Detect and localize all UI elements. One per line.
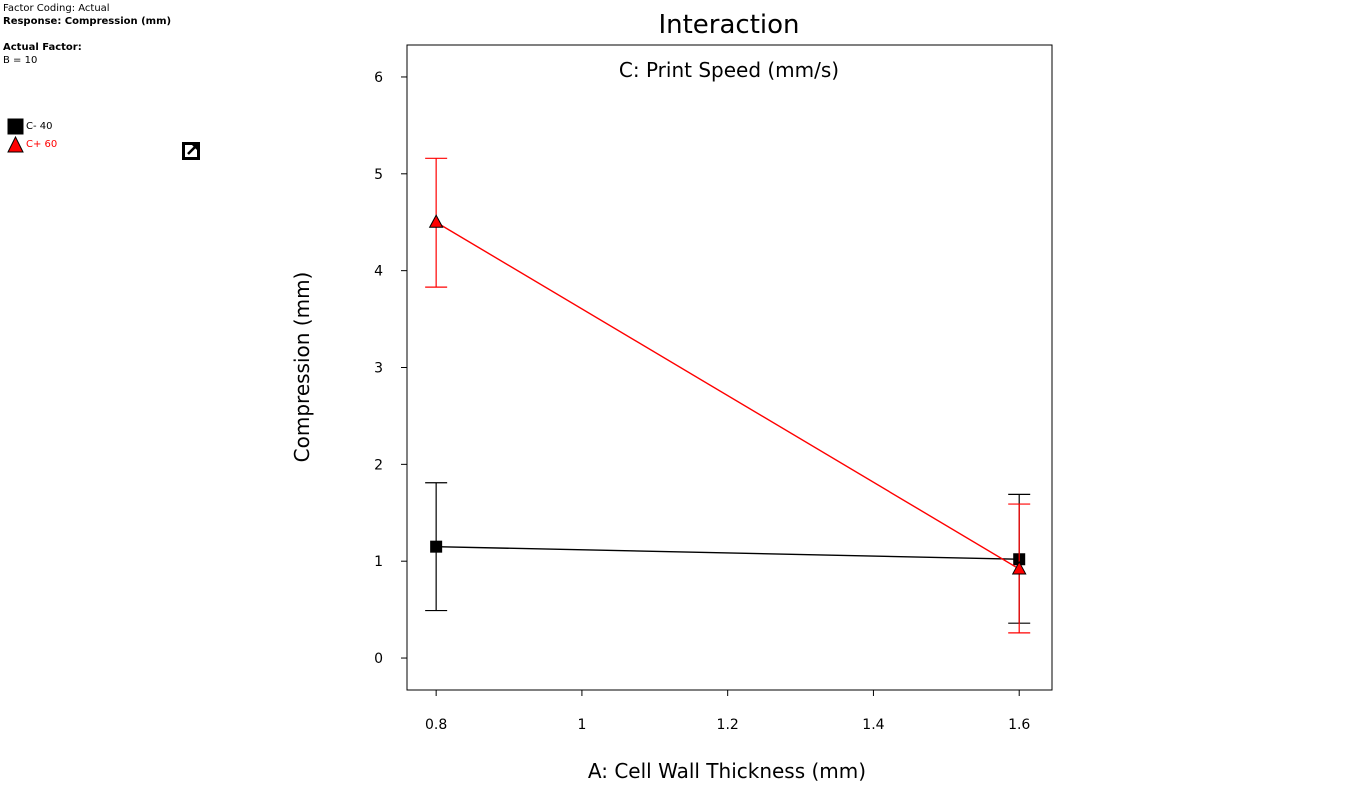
- y-tick-label: 6: [374, 70, 383, 86]
- series-line: [436, 545, 1020, 560]
- series-c-plus: [425, 157, 1031, 634]
- series-line: [435, 221, 1020, 570]
- chart-subtitle: C: Print Speed (mm/s): [619, 58, 839, 82]
- response-text: Response: Compression (mm): [3, 16, 172, 27]
- legend-item-c-minus: C- 40: [7, 117, 57, 135]
- legend-label-c-minus: C- 40: [26, 120, 53, 132]
- red-triangle-icon: [7, 135, 24, 153]
- x-tick-label: 1.6: [1008, 717, 1030, 733]
- y-tick-label: 1: [374, 554, 383, 570]
- series-c-minus: [425, 482, 1031, 624]
- x-tick-label: 0.8: [425, 717, 447, 733]
- y-tick-label: 3: [374, 361, 383, 377]
- data-point-square: [430, 540, 443, 553]
- factor-info-panel: Factor Coding: Actual Response: Compress…: [3, 2, 171, 67]
- x-tick-label: 1: [577, 717, 586, 733]
- y-tick-label: 5: [374, 167, 383, 183]
- y-tick-label: 4: [374, 264, 383, 280]
- data-point-triangle: [1011, 560, 1027, 575]
- chart-legend: C- 40 C+ 60: [7, 117, 57, 153]
- factor-coding-text: Factor Coding: Actual: [3, 3, 110, 14]
- y-tick-label: 2: [374, 457, 383, 473]
- y-tick-label: 0: [374, 651, 383, 667]
- actual-factor-heading: Actual Factor:: [3, 42, 82, 53]
- x-tick-label: 1.2: [717, 717, 739, 733]
- y-axis-label: Compression (mm): [290, 272, 314, 463]
- data-point-triangle: [428, 214, 444, 228]
- axes: 0.8 1 1.2 1.4 1.6 0 1 2 3 4 5 6: [374, 70, 1030, 733]
- plot-frame: [406, 44, 1053, 691]
- actual-factor-value: B = 10: [3, 55, 38, 66]
- chart-title: Interaction: [658, 10, 799, 40]
- series-layer: [425, 157, 1031, 634]
- x-tick-label: 1.4: [862, 717, 884, 733]
- black-square-icon: [7, 118, 24, 135]
- legend-item-c-plus: C+ 60: [7, 135, 57, 153]
- x-axis-label: A: Cell Wall Thickness (mm): [588, 759, 866, 783]
- legend-label-c-plus: C+ 60: [26, 138, 58, 150]
- popout-icon[interactable]: [180, 140, 202, 162]
